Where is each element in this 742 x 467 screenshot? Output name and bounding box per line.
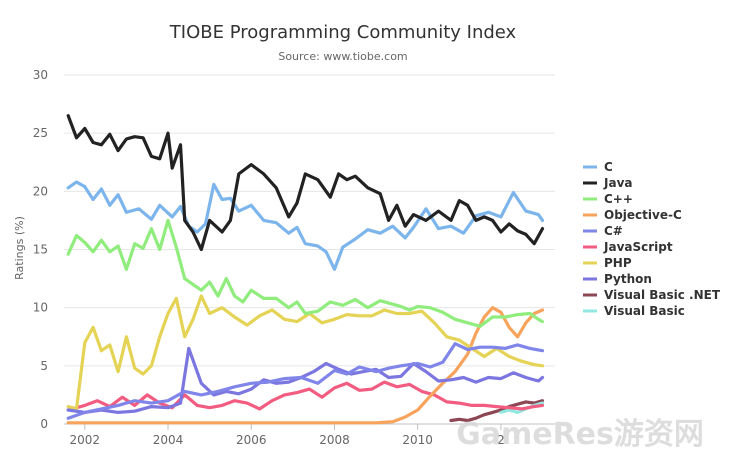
chart-title: TIOBE Programming Community Index [169, 22, 517, 43]
y-tick-label: 25 [33, 126, 48, 140]
legend-item-c-[interactable]: C# [604, 224, 623, 238]
x-tick-label: 2006 [236, 433, 267, 447]
x-tick-label: 2002 [70, 433, 101, 447]
series-line-php [66, 294, 545, 411]
x-tick-label: 2004 [153, 433, 184, 447]
series-line-python [66, 346, 545, 414]
series-line-objective-c [66, 306, 545, 425]
y-tick-label: 15 [33, 243, 48, 257]
y-tick-label: 10 [33, 301, 48, 315]
legend-item-objective-c[interactable]: Objective-C [604, 208, 682, 222]
legend-item-c[interactable]: C [604, 160, 613, 174]
legend-item-java[interactable]: Java [603, 176, 632, 190]
legend-item-javascript[interactable]: JavaScript [603, 240, 673, 254]
y-tick-label: 5 [40, 359, 48, 373]
y-tick-label: 20 [33, 184, 48, 198]
grid-lines [64, 74, 555, 425]
x-tick-label: 2 [497, 433, 505, 447]
y-axis-label: Ratings (%) [13, 216, 26, 280]
legend-item-visual-basic-net[interactable]: Visual Basic .NET [604, 288, 721, 302]
series-line-javascript [66, 380, 545, 412]
legend-item-visual-basic[interactable]: Visual Basic [604, 304, 685, 318]
chart-subtitle: Source: www.tiobe.com [278, 50, 407, 63]
y-axis-ticks: 0 5 10 15 20 25 30 [33, 68, 48, 431]
x-tick-label: 2010 [402, 433, 433, 447]
legend: C Java C++ Objective-C C# JavaScript PHP Python… [583, 160, 721, 318]
watermark: GameRes游资网 [456, 417, 704, 452]
x-tick-label: 2008 [319, 433, 350, 447]
y-tick-label: 30 [33, 68, 48, 82]
series-line-c- [66, 342, 545, 420]
legend-item-c-[interactable]: C++ [604, 192, 633, 206]
series-line-visual-basic-net [449, 399, 545, 423]
series-line-c- [66, 218, 545, 328]
series-lines [66, 114, 545, 425]
legend-item-python[interactable]: Python [604, 272, 652, 286]
series-line-java [66, 114, 545, 252]
y-tick-label: 0 [40, 417, 48, 431]
series-line-c [66, 180, 545, 271]
x-axis-ticks: 2002 2004 2006 2008 2010 2 [70, 424, 505, 447]
legend-item-php[interactable]: PHP [604, 256, 632, 270]
